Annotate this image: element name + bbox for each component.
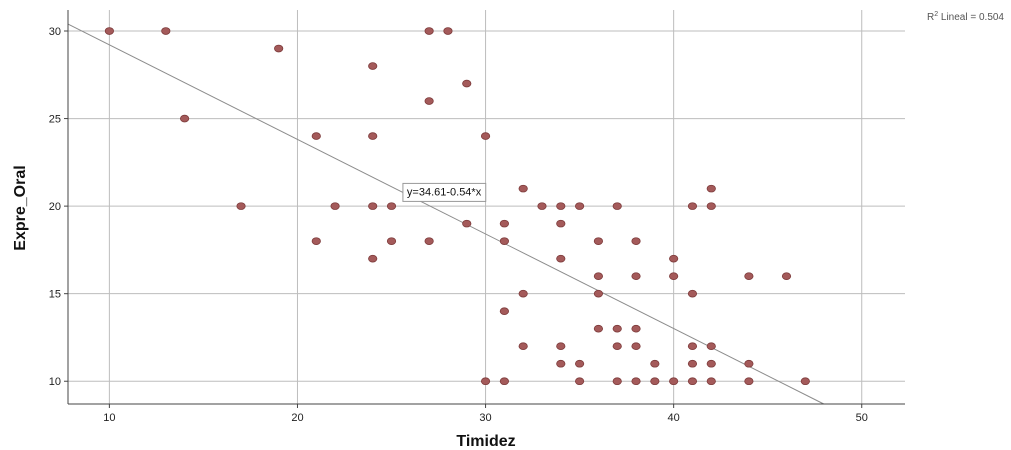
- data-point: [631, 237, 641, 245]
- y-tick-label: 15: [49, 289, 61, 301]
- tick-labels: 10 20 30 40 50 10 15 20 25 30: [49, 26, 868, 424]
- data-point: [462, 79, 472, 88]
- data-point: [593, 289, 604, 298]
- data-point: [575, 359, 585, 368]
- data-point: [593, 324, 604, 333]
- data-point: [612, 202, 622, 210]
- data-point: [669, 272, 679, 280]
- data-point: [499, 237, 509, 245]
- y-tick-label: 30: [49, 26, 61, 38]
- data-point: [706, 202, 716, 210]
- r2-label: R2 Lineal = 0.504: [927, 11, 1004, 23]
- data-point: [706, 342, 716, 351]
- data-point: [593, 237, 604, 245]
- data-point: [706, 359, 716, 368]
- r2-prefix: R: [927, 12, 934, 23]
- data-point: [800, 377, 810, 386]
- data-points: [104, 27, 810, 386]
- r2-value: Lineal = 0.504: [938, 12, 1004, 23]
- data-point: [556, 342, 566, 351]
- data-point: [631, 324, 641, 333]
- fit-equation-label: y=34.61-0.54*x: [402, 182, 487, 202]
- data-point: [744, 359, 754, 368]
- data-point: [368, 254, 378, 263]
- data-point: [687, 359, 698, 368]
- data-point: [499, 219, 509, 228]
- y-tick-label: 10: [49, 376, 61, 388]
- data-point: [424, 237, 434, 245]
- data-point: [575, 377, 585, 386]
- data-point: [462, 219, 472, 228]
- data-point: [537, 202, 547, 210]
- data-point: [386, 237, 397, 245]
- data-point: [687, 202, 698, 210]
- data-point: [631, 272, 641, 280]
- axes: [64, 10, 905, 408]
- data-point: [744, 377, 754, 386]
- data-point: [499, 307, 509, 315]
- data-point: [556, 254, 566, 263]
- x-tick-label: 30: [479, 412, 491, 424]
- data-point: [593, 272, 604, 280]
- data-point: [161, 27, 171, 35]
- data-point: [311, 237, 321, 245]
- data-point: [518, 342, 528, 351]
- data-point: [368, 62, 378, 70]
- data-point: [368, 132, 378, 140]
- x-tick-label: 40: [668, 412, 680, 424]
- data-point: [650, 377, 660, 386]
- data-point: [556, 359, 566, 368]
- data-point: [443, 27, 453, 35]
- data-point: [330, 202, 340, 210]
- grid-lines: [68, 10, 905, 404]
- y-tick-label: 20: [49, 201, 61, 213]
- x-axis-title: Timidez: [456, 433, 515, 450]
- data-point: [556, 202, 566, 210]
- data-point: [650, 359, 660, 368]
- data-point: [424, 27, 434, 35]
- data-point: [669, 254, 679, 263]
- data-point: [744, 272, 754, 280]
- y-tick-label: 25: [49, 114, 61, 126]
- data-point: [575, 202, 585, 210]
- x-tick-label: 50: [856, 412, 868, 424]
- data-point: [236, 202, 246, 210]
- data-point: [687, 289, 698, 298]
- data-point: [424, 97, 434, 105]
- data-point: [311, 132, 321, 140]
- data-point: [669, 377, 679, 386]
- data-point: [706, 377, 716, 386]
- data-point: [612, 324, 622, 333]
- y-axis-title: Expre_Oral: [12, 165, 29, 250]
- data-point: [687, 377, 698, 386]
- data-point: [386, 202, 397, 210]
- data-point: [518, 289, 528, 298]
- data-point: [480, 377, 491, 386]
- data-point: [480, 132, 491, 140]
- data-point: [706, 184, 716, 193]
- data-point: [612, 342, 622, 351]
- data-point: [631, 377, 641, 386]
- data-point: [274, 44, 284, 53]
- data-point: [104, 27, 114, 35]
- regression-line: [67, 23, 824, 405]
- data-point: [631, 342, 641, 351]
- data-point: [180, 114, 190, 123]
- fit-equation-text: y=34.61-0.54*x: [407, 186, 482, 198]
- x-tick-label: 10: [103, 412, 115, 424]
- x-tick-label: 20: [291, 412, 303, 424]
- data-point: [781, 272, 792, 280]
- data-point: [687, 342, 698, 351]
- data-point: [518, 184, 528, 193]
- data-point: [499, 377, 509, 386]
- data-point: [368, 202, 378, 210]
- r2-superscript: 2: [934, 11, 938, 18]
- data-point: [612, 377, 622, 386]
- fit-line-layer: [67, 23, 824, 405]
- data-point: [556, 219, 566, 228]
